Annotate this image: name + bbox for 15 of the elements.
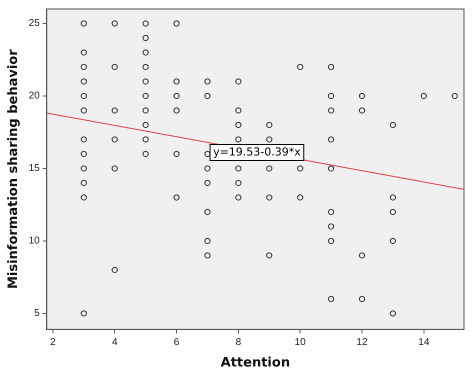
y-tick-label: 5 (34, 308, 40, 320)
y-tick-label: 20 (28, 90, 40, 102)
x-axis-title: Attention (220, 356, 290, 371)
x-tick-label: 8 (236, 337, 242, 348)
y-tick-label: 25 (28, 18, 40, 30)
y-tick-label: 10 (28, 236, 40, 247)
x-tick-label: 14 (418, 337, 430, 348)
x-tick-label: 12 (356, 337, 368, 348)
x-tick-label: 10 (294, 337, 306, 348)
x-tick-label: 6 (174, 337, 180, 348)
x-tick-label: 2 (50, 337, 56, 348)
annotation: y=19.53-0.39*x (213, 145, 302, 158)
y-tick-label: 15 (28, 163, 40, 174)
x-tick-label: 4 (112, 337, 118, 348)
y-axis-title: Misinformation sharing behavior (6, 48, 22, 290)
